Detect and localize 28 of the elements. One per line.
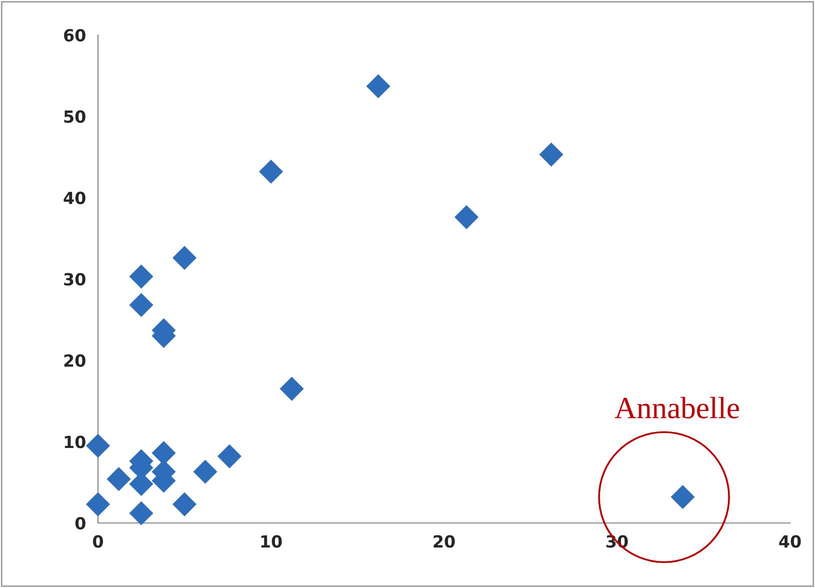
point	[258, 160, 284, 184]
point	[172, 246, 197, 270]
point	[129, 264, 154, 289]
point	[366, 74, 390, 98]
y-tick-label: 30	[64, 272, 86, 286]
x-tick-label: 40	[779, 535, 801, 548]
point	[86, 492, 110, 516]
point	[454, 205, 479, 230]
point	[106, 467, 131, 492]
point	[86, 434, 110, 458]
x-tick-label: 0	[93, 535, 103, 548]
x-tick-label: 10	[261, 535, 282, 548]
point	[129, 501, 154, 526]
y-tick-label: 40	[64, 192, 86, 204]
y-tick-label: 50	[64, 110, 86, 123]
y-tick-label: 20	[64, 354, 86, 367]
point	[280, 376, 304, 401]
point	[193, 460, 218, 484]
point	[670, 484, 695, 509]
y-tick-label: 0	[75, 516, 86, 530]
point	[172, 492, 197, 516]
point	[129, 293, 154, 318]
y-tick-label: 10	[64, 436, 86, 448]
point	[539, 142, 564, 167]
point	[217, 444, 242, 468]
annotation: Annabelle	[614, 396, 739, 418]
y-tick-label: 60	[64, 28, 86, 42]
x-tick-label: 20	[434, 535, 455, 548]
